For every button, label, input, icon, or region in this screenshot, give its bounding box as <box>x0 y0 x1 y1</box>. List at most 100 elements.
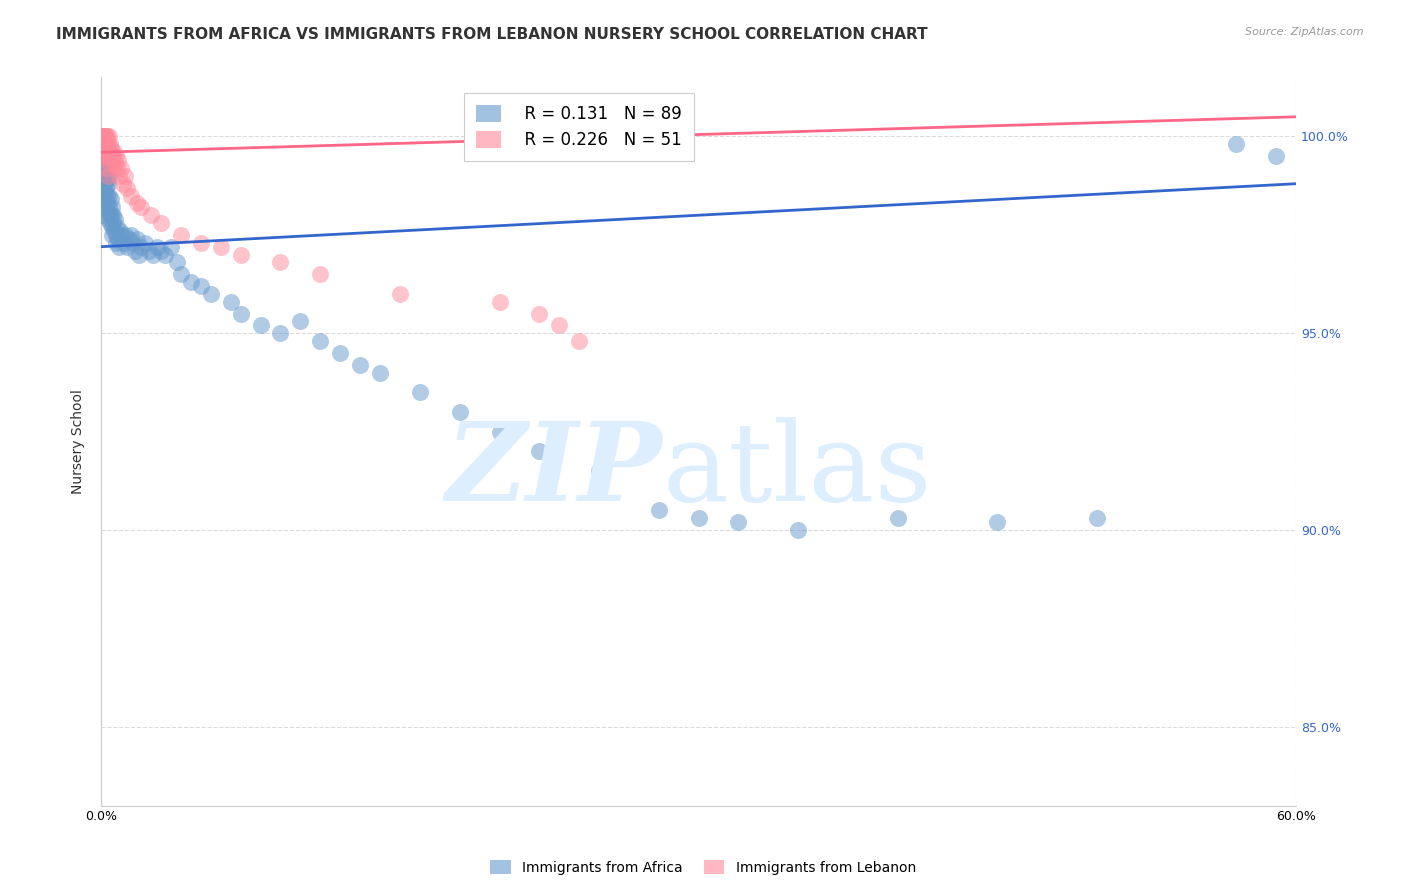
Point <box>118 232 141 246</box>
Point <box>100 141 122 155</box>
Point <box>105 235 128 250</box>
Point <box>134 235 156 250</box>
Point <box>229 307 252 321</box>
Point <box>98 208 121 222</box>
Point <box>108 224 131 238</box>
Point <box>93 149 115 163</box>
Point <box>98 157 121 171</box>
Point <box>122 235 145 250</box>
Point <box>93 137 115 152</box>
Point <box>91 208 114 222</box>
Point <box>94 129 117 144</box>
Point <box>219 294 242 309</box>
Point <box>124 244 146 258</box>
Point <box>93 157 115 171</box>
Point <box>96 173 118 187</box>
Y-axis label: Nursery School: Nursery School <box>72 389 86 494</box>
Point <box>110 161 132 175</box>
Point <box>269 326 291 341</box>
Point <box>91 137 114 152</box>
Point <box>97 212 120 227</box>
Point <box>100 193 122 207</box>
Point <box>112 235 135 250</box>
Point <box>107 153 129 167</box>
Point <box>114 227 136 242</box>
Point <box>94 129 117 144</box>
Point <box>887 511 910 525</box>
Point <box>190 235 212 250</box>
Point <box>101 200 124 214</box>
Point <box>96 188 118 202</box>
Point <box>115 180 138 194</box>
Point <box>91 161 114 175</box>
Legend:   R = 0.131   N = 89,   R = 0.226   N = 51: R = 0.131 N = 89, R = 0.226 N = 51 <box>464 93 695 161</box>
Point <box>529 307 551 321</box>
Point <box>98 169 121 183</box>
Point <box>100 208 122 222</box>
Point <box>108 240 131 254</box>
Point <box>170 227 193 242</box>
Point <box>98 200 121 214</box>
Point <box>309 267 332 281</box>
Point <box>101 227 124 242</box>
Point <box>409 385 432 400</box>
Point <box>104 212 127 227</box>
Point <box>91 129 114 144</box>
Point <box>94 165 117 179</box>
Point <box>96 196 118 211</box>
Point <box>146 240 169 254</box>
Point <box>96 137 118 152</box>
Point <box>787 523 810 537</box>
Point <box>139 208 162 222</box>
Point <box>309 334 332 348</box>
Point <box>94 169 117 183</box>
Point <box>104 227 127 242</box>
Point <box>249 318 271 333</box>
Point <box>129 200 152 214</box>
Point <box>96 161 118 175</box>
Text: IMMIGRANTS FROM AFRICA VS IMMIGRANTS FROM LEBANON NURSERY SCHOOL CORRELATION CHA: IMMIGRANTS FROM AFRICA VS IMMIGRANTS FRO… <box>56 27 928 42</box>
Point <box>648 503 671 517</box>
Point <box>588 464 610 478</box>
Point <box>93 169 115 183</box>
Point <box>229 247 252 261</box>
Point <box>97 137 120 152</box>
Point <box>91 188 114 202</box>
Point <box>103 224 125 238</box>
Point <box>529 444 551 458</box>
Point <box>488 294 510 309</box>
Text: Source: ZipAtlas.com: Source: ZipAtlas.com <box>1246 27 1364 37</box>
Point <box>101 208 124 222</box>
Point <box>986 515 1008 529</box>
Point <box>120 188 142 202</box>
Point <box>120 227 142 242</box>
Point <box>170 267 193 281</box>
Point <box>100 149 122 163</box>
Point <box>103 145 125 160</box>
Point <box>548 318 571 333</box>
Point <box>96 149 118 163</box>
Point <box>101 149 124 163</box>
Point <box>98 137 121 152</box>
Point <box>96 169 118 183</box>
Point <box>388 287 411 301</box>
Point <box>97 149 120 163</box>
Point <box>110 227 132 242</box>
Point <box>125 232 148 246</box>
Point <box>108 169 131 183</box>
Point <box>149 216 172 230</box>
Point <box>91 137 114 152</box>
Point <box>1085 511 1108 525</box>
Point <box>101 216 124 230</box>
Point <box>329 346 352 360</box>
Point <box>115 240 138 254</box>
Point <box>94 193 117 207</box>
Point <box>128 247 150 261</box>
Point <box>149 244 172 258</box>
Point <box>727 515 749 529</box>
Point <box>114 169 136 183</box>
Point <box>93 200 115 214</box>
Point <box>269 255 291 269</box>
Point <box>104 157 127 171</box>
Point <box>93 177 115 191</box>
